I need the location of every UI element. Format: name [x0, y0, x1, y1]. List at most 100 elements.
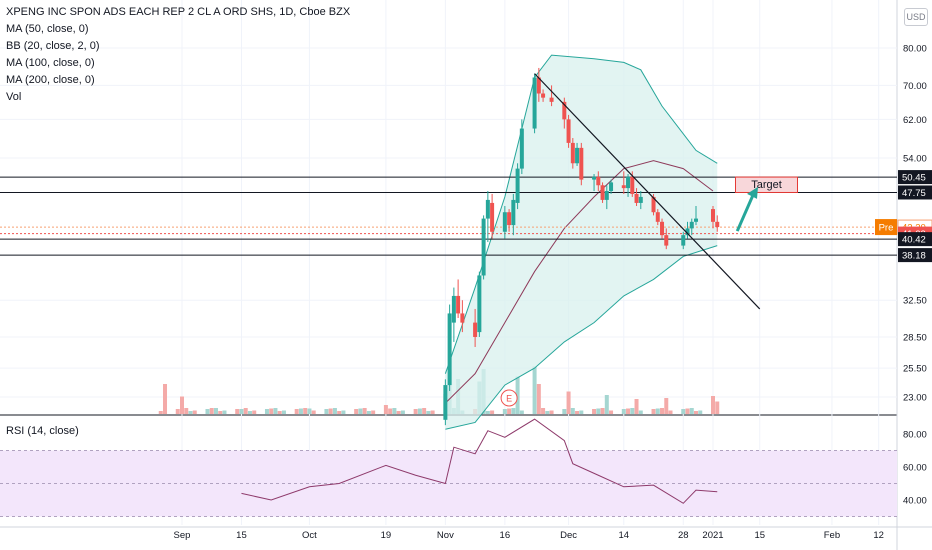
candle-body — [541, 93, 546, 98]
volume-bar — [158, 411, 163, 414]
volume-bar — [660, 408, 665, 414]
price-badge-label: 47.75 — [902, 188, 926, 199]
rsi-tick-label: 40.00 — [903, 496, 927, 507]
price-tick-label: 70.00 — [903, 81, 927, 92]
volume-bar — [371, 410, 376, 414]
candle-body — [651, 196, 656, 213]
volume-bar — [715, 401, 720, 414]
candle-body — [447, 313, 452, 386]
volume-bar — [294, 409, 299, 414]
candle-body — [596, 176, 601, 186]
time-tick-label: 2021 — [702, 530, 723, 541]
volume-bar — [354, 409, 359, 414]
price-badge-label: 40.42 — [902, 235, 926, 246]
earnings-marker — [500, 389, 518, 407]
volume-bar — [239, 409, 244, 414]
time-tick-label: 19 — [381, 530, 392, 541]
indicator-bb[interactable]: BB (20, close, 2, 0) — [6, 40, 100, 52]
indicator-ma100[interactable]: MA (100, close, 0) — [6, 57, 95, 69]
currency-button[interactable]: USD — [904, 8, 928, 26]
bb-lower-line — [445, 245, 718, 430]
volume-bar — [243, 408, 248, 414]
volume-bar — [536, 384, 541, 414]
rsi-line — [241, 418, 718, 504]
volume-bar — [303, 408, 308, 414]
candle-body — [519, 128, 524, 169]
volume-bar — [175, 409, 180, 414]
candle-body — [604, 191, 609, 200]
volume-bar — [383, 405, 388, 414]
candle-body — [600, 185, 605, 200]
volume-bar — [358, 408, 363, 414]
candle-body — [477, 275, 482, 333]
price-tick-label: 23.00 — [903, 393, 927, 404]
price-badge-label: 38.18 — [902, 251, 926, 262]
volume-bar — [180, 396, 184, 414]
candle-body — [626, 176, 631, 189]
time-tick-label: Nov — [437, 530, 454, 541]
pre-badge-label: Pre — [879, 223, 894, 234]
price-badge-label: 50.45 — [902, 173, 926, 184]
earnings-marker-label: E — [506, 394, 512, 404]
bollinger-bands — [444, 54, 718, 430]
candle-body — [681, 235, 686, 246]
candle-body — [443, 385, 448, 420]
candle-body — [549, 97, 554, 102]
volume-bar — [184, 408, 189, 414]
volume-bar — [711, 396, 715, 414]
candle-body — [532, 77, 537, 129]
time-tick-label: 28 — [678, 530, 689, 541]
volume-bar — [541, 408, 546, 414]
volume-bar — [668, 410, 673, 414]
volume-bar — [485, 411, 490, 414]
volume-bar — [626, 408, 631, 414]
rsi-title[interactable]: RSI (14, close) — [6, 425, 79, 437]
volume-bar — [277, 411, 282, 414]
volume-bar — [545, 411, 550, 414]
candle-body — [536, 77, 541, 94]
candle-body — [562, 101, 567, 120]
candle-body — [575, 147, 580, 164]
volume-bar — [388, 408, 393, 414]
time-tick-label: Dec — [560, 530, 577, 541]
rsi-pane — [0, 418, 897, 517]
price-badge — [898, 248, 932, 263]
time-tick-label: 15 — [236, 530, 247, 541]
volume-bar — [694, 411, 699, 414]
arrow-head — [746, 186, 758, 199]
volume-bar — [362, 408, 367, 414]
target-label: Target — [751, 179, 782, 191]
time-tick-label: 16 — [500, 530, 511, 541]
volume-bar — [252, 410, 257, 414]
bb-fill — [445, 55, 718, 430]
axes: 80.00 70.00 62.00 54.00 32.50 28.50 25.50 23.00… — [174, 44, 932, 541]
volume-bar — [511, 408, 516, 414]
volume-bar — [269, 408, 274, 414]
volume-bar — [549, 410, 554, 414]
indicator-ma50[interactable]: MA (50, close, 0) — [6, 23, 89, 35]
volume-bar — [507, 408, 512, 414]
volume-bar — [634, 399, 639, 414]
price-tick-label: 62.00 — [903, 115, 927, 126]
indicator-vol[interactable]: Vol — [6, 91, 22, 103]
rsi-band — [0, 450, 897, 517]
candle-body — [579, 147, 584, 180]
volume-bar — [281, 410, 286, 414]
candle-body — [473, 322, 478, 337]
time-tick-label: 12 — [873, 530, 884, 541]
chart-title[interactable]: XPENG INC SPON ADS EACH REP 2 CL A ORD S… — [6, 6, 351, 18]
candle-body — [634, 193, 639, 203]
volume-bar — [651, 409, 656, 414]
candle-body — [630, 176, 635, 194]
volume-bar — [566, 391, 571, 414]
volume-bar — [604, 395, 609, 414]
volume-bar — [413, 409, 418, 414]
indicator-legend: XPENG INC SPON ADS EACH REP 2 CL A ORD S… — [6, 4, 350, 106]
volume-bar — [264, 409, 269, 414]
price-badge — [898, 185, 932, 200]
volume-bar — [298, 408, 303, 414]
indicator-ma200[interactable]: MA (200, close, 0) — [6, 74, 95, 86]
volume-bar — [188, 411, 193, 414]
volume-bar — [515, 376, 520, 414]
